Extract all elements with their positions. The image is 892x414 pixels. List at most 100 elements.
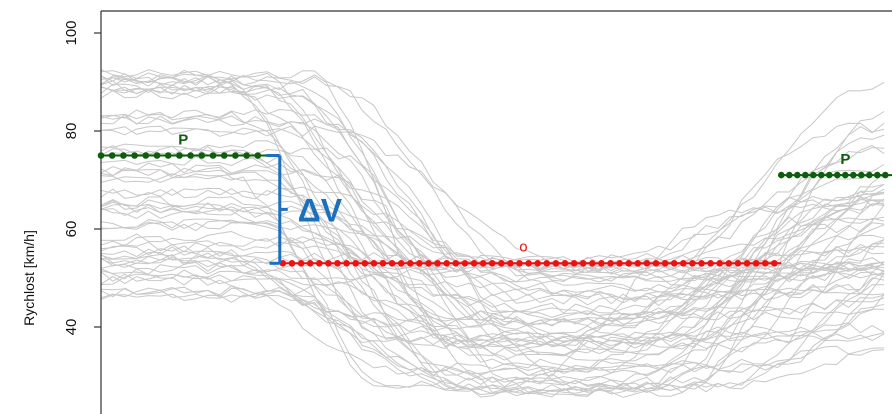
minimum-speed-dot <box>352 260 360 267</box>
approach-speed-right-dot <box>858 171 865 179</box>
speed-trace <box>100 218 885 373</box>
minimum-speed-dot <box>507 260 514 267</box>
background-speed-traces <box>100 69 885 398</box>
minimum-speed-dot <box>734 260 742 267</box>
y-tick-label: 40 <box>63 319 80 336</box>
speed-trace <box>100 217 885 271</box>
minimum-speed-dot <box>552 260 560 267</box>
minimum-speed-dot <box>680 260 687 267</box>
speed-trace <box>100 69 885 271</box>
minimum-speed-dot <box>625 260 632 267</box>
approach-speed-right-label: P <box>840 151 850 168</box>
minimum-speed-dot <box>561 260 569 267</box>
minimum-speed-dot <box>288 260 296 267</box>
approach-speed-right-dot <box>794 171 801 179</box>
minimum-speed-dot <box>343 260 350 267</box>
minimum-speed-dot <box>361 260 369 267</box>
minimum-speed-dot <box>370 260 378 267</box>
minimum-speed-dot <box>579 260 587 267</box>
speed-trace <box>100 230 885 362</box>
minimum-speed-dot <box>607 260 614 267</box>
approach-speed-left-dot <box>164 152 172 159</box>
minimum-speed-dot <box>643 260 651 267</box>
speed-trace <box>100 166 885 283</box>
approach-speed-left-dot <box>198 152 206 159</box>
speed-trace <box>100 236 885 353</box>
speed-trace <box>100 80 885 390</box>
minimum-speed-dot <box>306 260 314 267</box>
delta-v-label: ΔV <box>298 192 343 228</box>
speed-trace <box>100 84 885 314</box>
minimum-speed-dot <box>334 260 341 267</box>
minimum-speed-dot <box>397 260 405 267</box>
approach-speed-left-dot <box>220 152 228 159</box>
minimum-speed-dot <box>407 260 414 267</box>
minimum-speed-dot <box>698 260 705 267</box>
speed-trace <box>100 81 885 274</box>
minimum-speed-dot <box>516 260 523 267</box>
approach-speed-left-dot <box>120 152 127 159</box>
minimum-speed-dot <box>570 260 578 267</box>
approach-speed-left-dot <box>209 152 217 159</box>
approach-speed-right-dot <box>834 171 841 179</box>
minimum-speed-dot <box>598 260 605 267</box>
minimum-speed-dot <box>297 260 305 267</box>
y-tick-label: 80 <box>63 123 80 140</box>
approach-speed-right-dot <box>850 171 857 179</box>
approach-speed-right-dot <box>874 171 881 179</box>
minimum-speed-dot <box>707 260 714 267</box>
minimum-speed-dot <box>443 260 451 267</box>
y-tick-label: 60 <box>63 221 80 238</box>
minimum-speed-dot <box>461 260 469 267</box>
minimum-speed-dot <box>652 260 660 267</box>
minimum-speed-dot <box>316 260 323 267</box>
speed-trace <box>100 140 885 327</box>
speed-trace <box>100 207 885 371</box>
speed-trace <box>100 89 885 322</box>
minimum-speed-dot <box>470 260 478 267</box>
speed-trace <box>100 193 885 373</box>
approach-speed-left-dot <box>243 152 250 159</box>
speed-trace <box>100 173 885 385</box>
annotations: P Po ΔV <box>97 132 892 267</box>
speed-trace <box>100 207 885 327</box>
speed-trace <box>100 241 885 316</box>
speed-trace <box>100 167 885 301</box>
approach-speed-left-dot <box>254 152 262 159</box>
speed-trace <box>100 147 885 328</box>
approach-speed-left-dot <box>153 152 161 159</box>
minimum-speed-dot <box>743 260 751 267</box>
speed-trace <box>100 175 885 395</box>
speed-trace <box>100 257 885 345</box>
minimum-speed-dot <box>716 260 723 267</box>
speed-trace <box>100 188 885 267</box>
approach-speed-left-dot <box>131 152 138 159</box>
y-tick-label: 100 <box>63 20 80 45</box>
approach-speed-left-dot <box>108 152 116 159</box>
minimum-speed-dot <box>325 260 332 267</box>
minimum-speed-dot <box>379 260 387 267</box>
speed-trace <box>100 125 885 273</box>
approach-speed-left-dot <box>187 152 194 159</box>
minimum-speed-dot <box>388 260 396 267</box>
speed-trace <box>100 201 885 391</box>
minimum-speed-dot <box>725 260 733 267</box>
approach-speed-left-dot <box>142 152 150 159</box>
speed-trace <box>100 162 885 347</box>
speed-trace <box>100 75 885 350</box>
minimum-speed-dot <box>543 260 551 267</box>
minimum-speed-dot <box>525 260 532 267</box>
approach-speed-right-dot <box>826 171 833 179</box>
approach-speed-right-dot <box>842 171 849 179</box>
approach-speed-right-dot <box>882 171 889 179</box>
minimum-speed-dot <box>661 260 669 267</box>
approach-speed-right-dot <box>810 171 817 179</box>
minimum-speed-dot <box>589 260 596 267</box>
speed-trace <box>100 222 885 335</box>
approach-speed-left-dot <box>232 152 239 159</box>
minimum-speed-dot <box>670 260 678 267</box>
minimum-speed-dot <box>689 260 696 267</box>
minimum-speed-dot <box>416 260 423 267</box>
speed-trace <box>100 122 885 394</box>
